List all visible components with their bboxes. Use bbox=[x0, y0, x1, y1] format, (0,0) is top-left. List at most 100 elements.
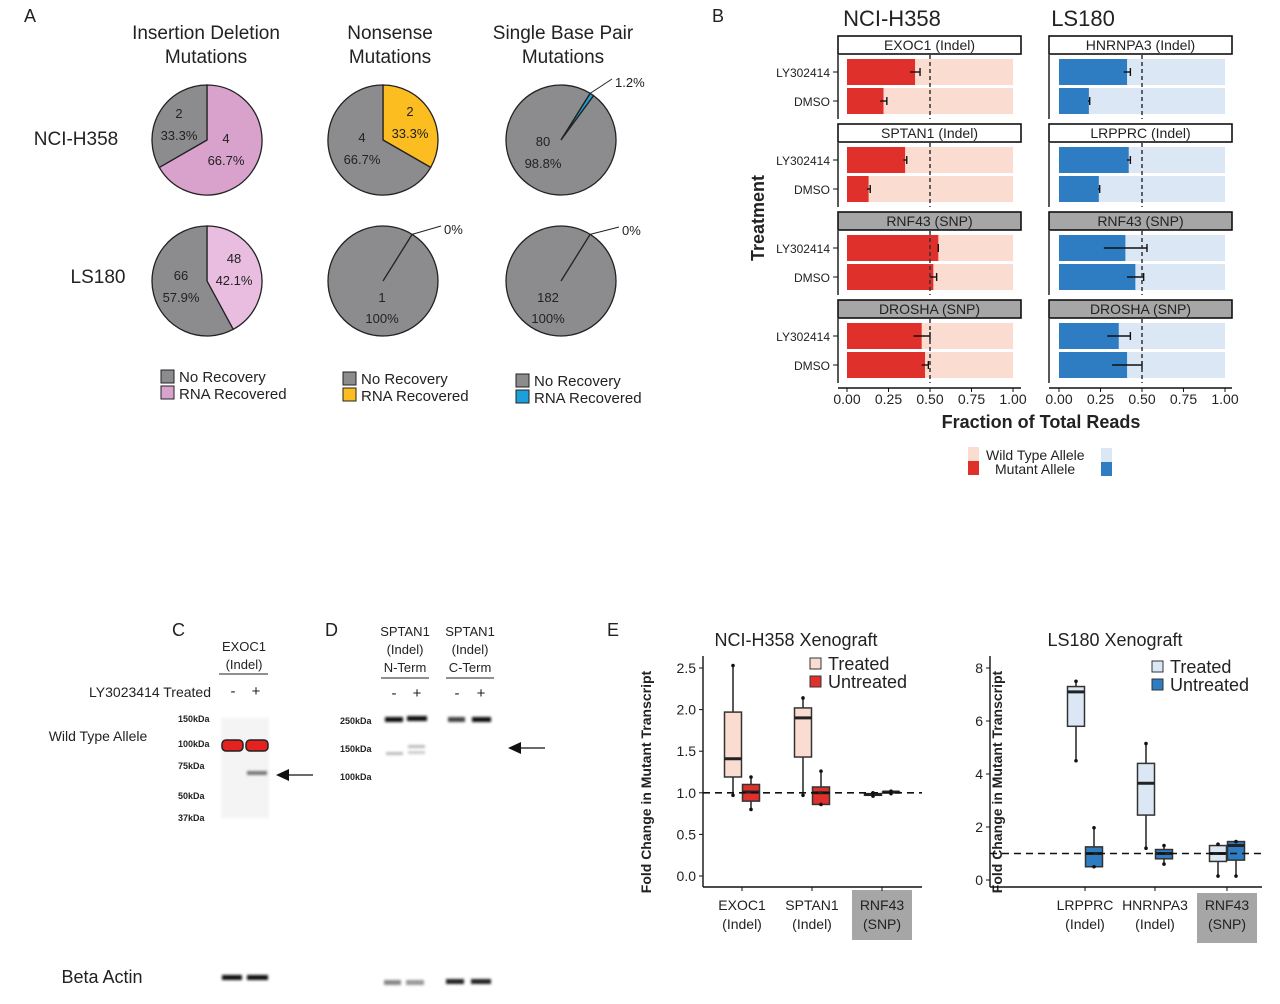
pie-column-title: Mutations bbox=[165, 47, 247, 68]
y-tick-label: DMSO bbox=[794, 359, 830, 373]
pie-leader-line bbox=[589, 78, 613, 94]
pie-column-title: Nonsense bbox=[347, 23, 433, 44]
legend-label: No Recovery bbox=[179, 369, 266, 386]
blot-band-full-length bbox=[385, 717, 403, 722]
blot-header: C-Term bbox=[449, 660, 492, 675]
pie-zero-line bbox=[560, 93, 591, 141]
box-plot bbox=[1084, 825, 1104, 869]
blot-band-actin bbox=[384, 980, 401, 985]
data-point bbox=[1144, 741, 1148, 746]
panel-label-d: D bbox=[325, 620, 338, 640]
facet-strip bbox=[837, 211, 1022, 231]
facet-strip bbox=[837, 35, 1022, 55]
legend-swatch-rna-recovered bbox=[342, 387, 357, 402]
y-tick-label: 2.5 bbox=[677, 660, 697, 676]
pie-slice-count: 1 bbox=[378, 290, 385, 305]
x-tick-label: 0.00 bbox=[833, 391, 860, 407]
facet-strip-label: HNRNPA3 (Indel) bbox=[1086, 37, 1195, 53]
y-tick-label: 1.0 bbox=[677, 785, 697, 801]
blot-band-truncated bbox=[408, 751, 425, 754]
pie-chart bbox=[151, 225, 263, 337]
y-axis-title: Fold Change in Mutant Transcript bbox=[989, 670, 1005, 893]
blot-header: (Indel) bbox=[452, 642, 489, 657]
kda-marker: 50kDa bbox=[178, 791, 206, 801]
legend-swatch-no-recovery bbox=[160, 369, 175, 384]
y-tick-label: 2.0 bbox=[677, 702, 697, 718]
x-tick-label: 1.00 bbox=[999, 391, 1026, 407]
bar-mutant bbox=[847, 59, 916, 85]
panel-label-b: B bbox=[712, 6, 724, 26]
y-tick-label: DMSO bbox=[794, 271, 830, 285]
x-tick-label: 0.25 bbox=[1087, 391, 1114, 407]
pie-column-title: Mutations bbox=[349, 47, 431, 68]
legend-label: Untreated bbox=[1170, 675, 1249, 695]
x-tick-label: RNF43 bbox=[1205, 897, 1250, 913]
pie-slice-count: 48 bbox=[227, 251, 241, 266]
bar-mutant bbox=[1059, 264, 1136, 290]
pie-column-title: Single Base Pair bbox=[493, 23, 634, 44]
bar-mutant bbox=[847, 235, 939, 261]
x-axis-title: Fraction of Total Reads bbox=[942, 412, 1141, 432]
x-tick-label: LRPPRC bbox=[1057, 897, 1114, 913]
data-point bbox=[1234, 874, 1238, 878]
pie-slice-count: 182 bbox=[537, 290, 559, 305]
arrow-head-icon bbox=[276, 769, 289, 781]
pie-slice-count: 80 bbox=[536, 134, 550, 149]
data-point bbox=[801, 793, 805, 798]
data-point bbox=[801, 696, 805, 700]
legend-label: Mutant Allele bbox=[995, 461, 1075, 477]
facet-strip-label: RNF43 (SNP) bbox=[1097, 213, 1183, 229]
y-tick-label: LY302414 bbox=[776, 242, 830, 256]
legend-label: Wild Type Allele bbox=[986, 447, 1085, 463]
y-tick-label: 2 bbox=[975, 819, 983, 835]
pie-slice-percent: 1.2% bbox=[615, 75, 645, 90]
blot-band-truncated bbox=[247, 771, 267, 775]
x-tick-label: (Indel) bbox=[1135, 916, 1175, 932]
x-tick-label: (Indel) bbox=[1065, 916, 1105, 932]
data-point bbox=[889, 789, 893, 793]
data-point bbox=[889, 791, 893, 796]
box-plot bbox=[1208, 842, 1228, 878]
facet-column-title: NCI-H358 bbox=[843, 6, 941, 31]
box-plot bbox=[723, 663, 743, 798]
y-tick-label: 4 bbox=[975, 766, 983, 782]
y-axis-title: Treatment bbox=[748, 175, 768, 261]
bar-mutant bbox=[1059, 59, 1128, 85]
pie-slice bbox=[327, 84, 432, 196]
kda-marker: 75kDa bbox=[178, 761, 206, 771]
pie-slice-count: 4 bbox=[222, 131, 229, 146]
pie-slice-percent: 33.3% bbox=[392, 126, 429, 141]
pie-slice-percent: 57.9% bbox=[163, 290, 200, 305]
blot-band-full-length bbox=[448, 717, 465, 722]
legend-swatch bbox=[809, 657, 822, 670]
panel-label-e: E bbox=[607, 620, 619, 640]
blot-band-wild-type bbox=[245, 739, 269, 752]
pie-slice bbox=[158, 84, 263, 196]
bar-mutant bbox=[847, 323, 922, 349]
facet-strip-label: SPTAN1 (Indel) bbox=[881, 125, 978, 141]
y-tick-label: LY302414 bbox=[776, 66, 830, 80]
legend-swatch-wild-type-red bbox=[968, 447, 979, 461]
pie-leader-line bbox=[412, 225, 442, 235]
data-point bbox=[1162, 843, 1166, 848]
bar-mutant bbox=[1059, 88, 1089, 114]
pie-chart bbox=[327, 225, 442, 337]
box-iqr bbox=[1084, 846, 1104, 868]
blot-header: SPTAN1 bbox=[445, 624, 495, 639]
x-tick-label: 0.50 bbox=[916, 391, 943, 407]
data-point bbox=[819, 769, 823, 773]
pie-leader-line bbox=[590, 226, 620, 235]
pie-slice-percent: 98.8% bbox=[525, 156, 562, 171]
data-point bbox=[871, 794, 875, 798]
box-iqr bbox=[723, 711, 743, 778]
y-tick-label: 6 bbox=[975, 713, 983, 729]
legend-label: Treated bbox=[1170, 657, 1231, 677]
pie-column-title: Mutations bbox=[522, 47, 604, 68]
lane-label: + bbox=[413, 685, 422, 702]
x-tick-label: 0.25 bbox=[875, 391, 902, 407]
facet-strip bbox=[1048, 211, 1233, 231]
blot-band-actin bbox=[446, 979, 464, 984]
x-tick-label: (Indel) bbox=[722, 916, 762, 932]
legend-swatch-rna-recovered bbox=[515, 389, 530, 404]
legend-swatch bbox=[1151, 660, 1164, 673]
